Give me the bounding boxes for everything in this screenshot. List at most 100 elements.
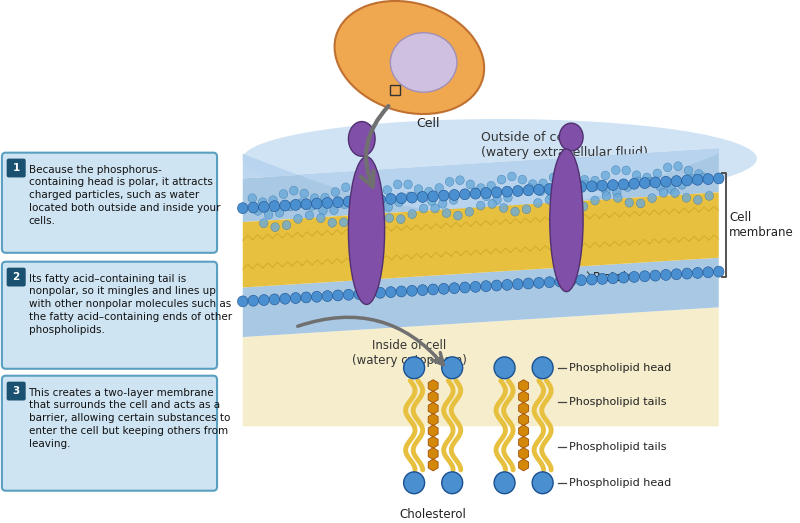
- Ellipse shape: [349, 157, 385, 304]
- Circle shape: [502, 186, 513, 197]
- Circle shape: [394, 180, 402, 189]
- Circle shape: [602, 187, 610, 196]
- Polygon shape: [518, 414, 529, 426]
- Circle shape: [414, 185, 422, 194]
- Circle shape: [386, 194, 396, 204]
- Text: Protein: Protein: [593, 271, 634, 284]
- Polygon shape: [518, 448, 529, 460]
- Circle shape: [498, 175, 506, 184]
- Circle shape: [477, 201, 485, 210]
- Circle shape: [333, 197, 343, 208]
- Circle shape: [280, 293, 290, 304]
- Polygon shape: [428, 414, 438, 426]
- Circle shape: [625, 198, 634, 207]
- Circle shape: [671, 269, 682, 280]
- Circle shape: [311, 291, 322, 302]
- Circle shape: [536, 187, 545, 196]
- Text: Cholesterol: Cholesterol: [400, 507, 466, 520]
- Circle shape: [632, 171, 641, 180]
- Circle shape: [601, 171, 610, 180]
- FancyBboxPatch shape: [2, 262, 217, 369]
- Polygon shape: [242, 258, 718, 337]
- Circle shape: [438, 283, 449, 294]
- Circle shape: [435, 184, 443, 192]
- Circle shape: [270, 294, 280, 305]
- Circle shape: [290, 199, 301, 210]
- FancyBboxPatch shape: [6, 158, 26, 177]
- Circle shape: [301, 199, 311, 210]
- Ellipse shape: [559, 123, 583, 151]
- Circle shape: [481, 281, 491, 292]
- Circle shape: [656, 182, 665, 191]
- Circle shape: [297, 199, 306, 208]
- Circle shape: [532, 472, 553, 494]
- Circle shape: [576, 275, 586, 286]
- Polygon shape: [428, 402, 438, 414]
- FancyBboxPatch shape: [2, 376, 217, 491]
- Circle shape: [514, 187, 523, 196]
- Text: Phospholipid head: Phospholipid head: [570, 363, 671, 373]
- Circle shape: [238, 203, 248, 213]
- Circle shape: [491, 187, 502, 198]
- Circle shape: [493, 196, 502, 204]
- Text: Its fatty acid–containing tail is
nonpolar, so it mingles and lines up
with othe: Its fatty acid–containing tail is nonpol…: [29, 274, 232, 335]
- Circle shape: [494, 472, 515, 494]
- Polygon shape: [428, 380, 438, 392]
- Circle shape: [611, 166, 620, 175]
- Circle shape: [597, 180, 608, 191]
- Circle shape: [362, 197, 371, 206]
- Circle shape: [566, 182, 576, 193]
- Circle shape: [385, 213, 394, 222]
- Circle shape: [714, 266, 724, 277]
- Circle shape: [373, 190, 381, 199]
- Ellipse shape: [390, 33, 457, 92]
- Circle shape: [545, 196, 554, 204]
- Circle shape: [692, 267, 703, 278]
- Circle shape: [590, 176, 599, 185]
- Circle shape: [362, 207, 371, 216]
- Circle shape: [671, 176, 682, 187]
- Circle shape: [294, 214, 302, 223]
- Circle shape: [425, 187, 433, 196]
- Circle shape: [614, 194, 622, 202]
- Polygon shape: [242, 192, 718, 288]
- Circle shape: [629, 271, 639, 282]
- Text: Cell: Cell: [417, 117, 440, 130]
- Circle shape: [547, 191, 556, 200]
- Circle shape: [544, 184, 554, 195]
- Circle shape: [622, 166, 630, 175]
- Circle shape: [534, 184, 544, 195]
- Text: 3: 3: [13, 385, 20, 395]
- Circle shape: [534, 277, 544, 288]
- Text: Because the phosphorus-
containing head is polar, it attracts
charged particles,: Because the phosphorus- containing head …: [29, 165, 220, 226]
- Circle shape: [590, 196, 599, 205]
- Circle shape: [674, 162, 682, 170]
- Ellipse shape: [349, 121, 375, 156]
- Circle shape: [339, 218, 348, 227]
- Circle shape: [504, 193, 512, 202]
- Circle shape: [544, 277, 554, 288]
- FancyBboxPatch shape: [6, 268, 26, 287]
- Polygon shape: [428, 436, 438, 448]
- Circle shape: [566, 276, 576, 286]
- Circle shape: [396, 193, 406, 204]
- Circle shape: [659, 188, 668, 197]
- Polygon shape: [428, 391, 438, 403]
- Circle shape: [637, 199, 645, 208]
- Circle shape: [397, 215, 405, 224]
- Circle shape: [645, 177, 654, 186]
- Circle shape: [351, 212, 359, 221]
- Circle shape: [438, 190, 449, 201]
- Circle shape: [396, 286, 406, 297]
- Circle shape: [558, 190, 566, 199]
- Circle shape: [618, 272, 629, 283]
- Circle shape: [678, 180, 686, 189]
- Circle shape: [418, 285, 428, 295]
- Circle shape: [365, 195, 375, 206]
- Polygon shape: [242, 149, 718, 222]
- Circle shape: [703, 267, 714, 278]
- Polygon shape: [242, 149, 718, 213]
- Circle shape: [308, 201, 317, 210]
- Circle shape: [343, 196, 354, 207]
- Circle shape: [642, 173, 651, 182]
